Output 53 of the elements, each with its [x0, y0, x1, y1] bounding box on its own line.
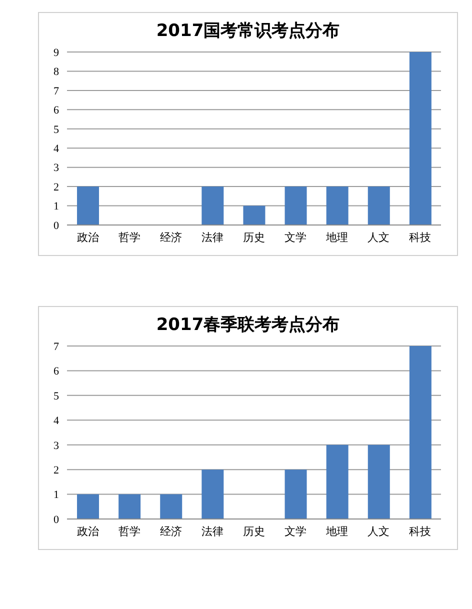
y-tick-label: 8 [54, 66, 60, 78]
y-tick-label: 9 [54, 46, 60, 59]
x-tick-label: 哲学 [118, 230, 140, 244]
y-tick-label: 5 [54, 124, 60, 136]
x-tick-label: 经济 [160, 230, 182, 244]
x-tick-label: 文学 [284, 230, 307, 244]
bar [160, 494, 182, 519]
bar [326, 186, 348, 225]
bar [409, 52, 432, 225]
x-tick-label: 人文 [368, 524, 390, 538]
x-tick-label: 科技 [409, 232, 432, 244]
y-tick-label: 0 [54, 220, 60, 232]
x-tick-label: 地理 [325, 230, 348, 244]
bar [243, 206, 266, 225]
x-tick-label: 文学 [284, 524, 307, 538]
bar [202, 186, 224, 225]
bar [77, 494, 99, 519]
x-tick-label: 法律 [201, 524, 224, 538]
bar [118, 494, 141, 519]
y-tick-label: 5 [54, 390, 60, 402]
bar [284, 186, 307, 225]
x-tick-label: 哲学 [118, 524, 140, 538]
x-tick-label: 政治 [76, 232, 99, 244]
y-tick-label: 2 [54, 181, 59, 194]
chart-title: 2017国考常识考点分布 [155, 20, 341, 42]
bar [368, 444, 390, 519]
x-tick-label: 科技 [409, 526, 432, 538]
y-tick-label: 7 [54, 340, 60, 353]
bar [368, 186, 390, 225]
bar [77, 186, 99, 225]
y-tick-label: 1 [54, 200, 59, 213]
x-tick-label: 政治 [76, 526, 99, 538]
bar [202, 470, 224, 519]
y-tick-label: 3 [54, 440, 60, 452]
bar [409, 346, 432, 519]
y-tick-label: 3 [54, 162, 60, 174]
y-tick-label: 0 [54, 514, 60, 526]
bar [284, 470, 307, 519]
x-tick-label: 历史 [243, 524, 265, 538]
chart-title: 2017春季联考考点分布 [155, 314, 341, 336]
y-tick-label: 1 [54, 489, 59, 502]
bar [326, 444, 348, 519]
x-tick-label: 历史 [243, 230, 265, 244]
x-tick-label: 法律 [201, 230, 224, 244]
y-tick-label: 2 [54, 464, 59, 476]
y-tick-label: 4 [54, 415, 60, 428]
x-tick-label: 地理 [325, 524, 348, 538]
y-tick-label: 7 [54, 85, 60, 98]
y-tick-label: 6 [54, 104, 60, 117]
y-tick-label: 6 [54, 366, 60, 378]
x-tick-label: 经济 [160, 524, 182, 538]
y-tick-label: 4 [54, 143, 60, 156]
x-tick-label: 人文 [368, 230, 390, 244]
